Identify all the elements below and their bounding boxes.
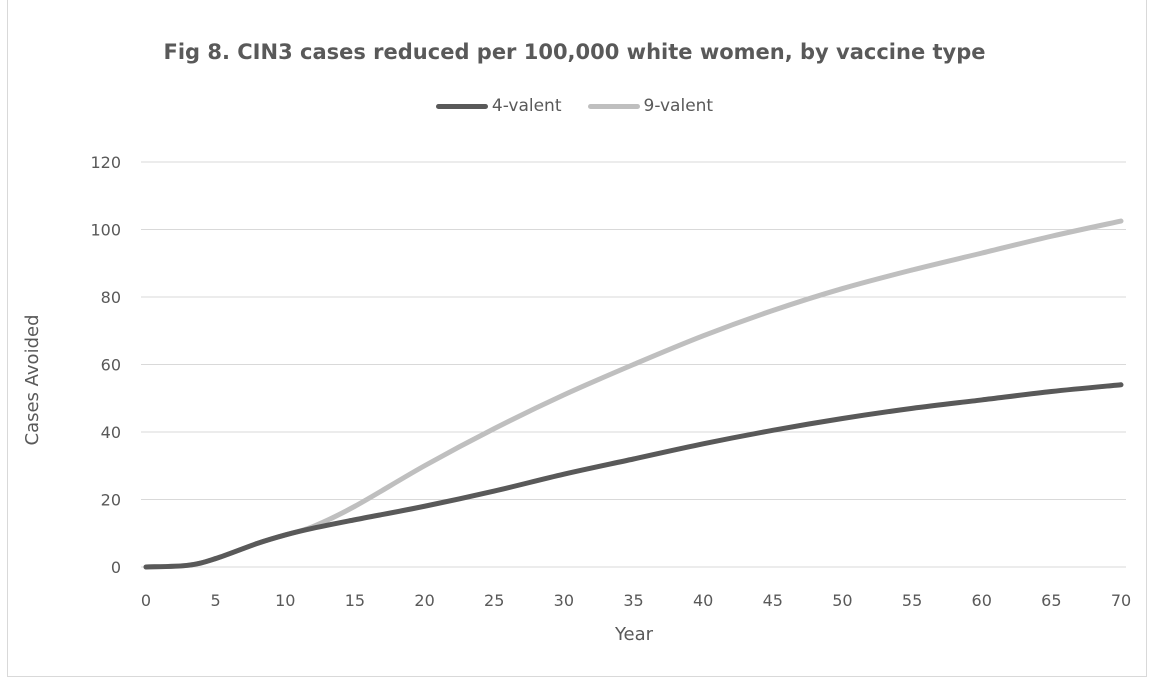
x-tick-label: 5 [211, 591, 221, 610]
y-tick-label: 80 [101, 288, 121, 307]
series-line-4-valent [143, 382, 1124, 570]
x-tick-label: 60 [972, 591, 992, 610]
legend-item-9-valent: 9-valent [587, 96, 714, 116]
y-axis-label: Cases Avoided [22, 314, 43, 445]
x-tick-label: 0 [141, 591, 151, 610]
legend-item-4-valent: 4-valent [435, 96, 562, 116]
y-tick-label: 120 [90, 153, 121, 172]
chart-title: Fig 8. CIN3 cases reduced per 100,000 wh… [163, 40, 986, 64]
legend-swatch-4-valent [435, 103, 488, 109]
legend-swatch-9-valent [587, 103, 640, 109]
x-tick-label: 35 [623, 591, 643, 610]
legend-label-9-valent: 9-valent [643, 96, 714, 116]
x-tick-label: 45 [763, 591, 783, 610]
x-tick-label: 20 [414, 591, 434, 610]
x-tick-label: 50 [832, 591, 852, 610]
x-tick-label: 25 [484, 591, 504, 610]
y-tick-label: 60 [101, 356, 121, 375]
x-tick-label: 40 [693, 591, 713, 610]
series-line-9-valent [143, 218, 1124, 570]
series-lines [143, 218, 1124, 570]
y-tick-label: 40 [101, 423, 121, 442]
x-tick-label: 65 [1041, 591, 1061, 610]
legend: 4-valent 9-valent [0, 96, 1149, 116]
x-tick-label: 70 [1111, 591, 1131, 610]
y-tick-label: 0 [111, 558, 121, 577]
y-tick-label: 20 [101, 491, 121, 510]
gridlines [141, 161, 1126, 568]
x-tick-label: 30 [554, 591, 574, 610]
x-tick-label: 55 [902, 591, 922, 610]
y-tick-labels: 0 20 40 60 80 100 120 [90, 153, 121, 577]
x-tick-labels: 0 5 10 15 20 25 30 35 40 45 50 55 60 65 70 [141, 591, 1131, 610]
y-tick-label: 100 [90, 221, 121, 240]
x-tick-label: 15 [345, 591, 365, 610]
legend-label-4-valent: 4-valent [491, 96, 562, 116]
x-tick-label: 10 [275, 591, 295, 610]
x-axis-label: Year [614, 624, 654, 645]
